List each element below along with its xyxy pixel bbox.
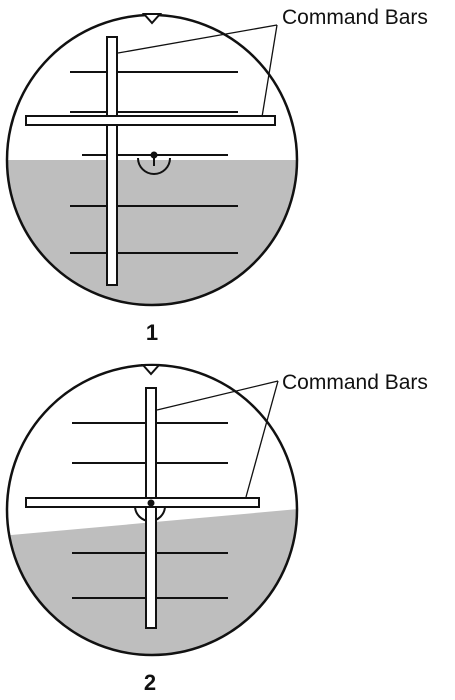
callout-leaders bbox=[156, 380, 279, 498]
callout-label: Command Bars bbox=[282, 6, 428, 29]
figure-number: 1 bbox=[146, 320, 158, 345]
aircraft-dot bbox=[150, 151, 158, 159]
callout-label: Command Bars bbox=[282, 371, 428, 394]
bank-index-triangle bbox=[140, 364, 162, 376]
bank-index-triangle bbox=[141, 13, 163, 25]
attitude-indicator-1: Command Bars 1 bbox=[5, 6, 428, 345]
horizontal-command-bar bbox=[25, 497, 260, 508]
callout-leaders bbox=[117, 24, 278, 118]
attitude-indicator-2: Command Bars 2 bbox=[5, 363, 428, 695]
horizontal-command-bar bbox=[25, 115, 276, 126]
aircraft-symbol bbox=[137, 157, 171, 175]
aircraft-dot bbox=[147, 499, 155, 507]
figure-number: 2 bbox=[144, 670, 156, 695]
vertical-command-bar bbox=[106, 36, 118, 286]
